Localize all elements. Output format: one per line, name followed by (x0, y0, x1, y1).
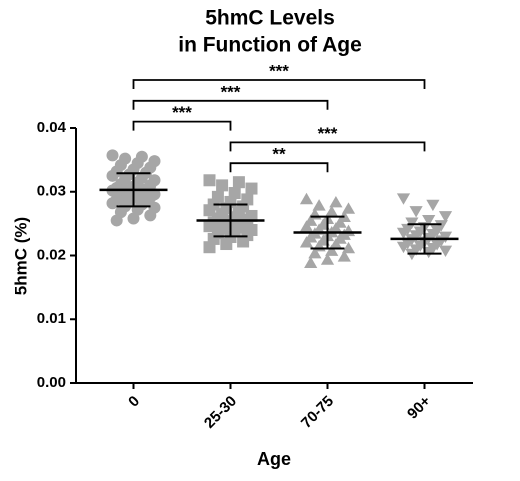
data-point (237, 235, 250, 248)
data-point (422, 215, 436, 227)
y-tick-label: 0.04 (37, 119, 67, 136)
data-point (299, 192, 314, 205)
data-point (110, 214, 123, 227)
data-point (232, 176, 245, 189)
data-point (341, 241, 356, 254)
x-tick-label: 90+ (404, 392, 434, 422)
y-axis-label: 5hmC (%) (11, 217, 30, 295)
data-point (409, 206, 423, 218)
data-point (245, 182, 258, 195)
y-tick-label: 0.00 (37, 374, 66, 391)
data-point (299, 220, 314, 232)
significance-bracket (229, 141, 426, 152)
y-tick-label: 0.01 (37, 310, 66, 327)
x-tick-label: 25-30 (201, 393, 240, 432)
data-point (127, 212, 140, 225)
data-point (299, 236, 314, 248)
significance-label: ** (272, 145, 286, 164)
data-point (203, 174, 216, 187)
data-point (325, 244, 339, 256)
data-point (405, 217, 419, 229)
data-point (396, 241, 411, 254)
data-point (337, 250, 351, 262)
significance-bracket (132, 120, 232, 131)
chart-title: 5hmC Levels (205, 7, 335, 30)
data-point (220, 238, 233, 251)
y-tick-label: 0.02 (37, 246, 66, 263)
data-point (144, 209, 157, 222)
data-point (325, 205, 339, 217)
data-point (426, 199, 440, 212)
significance-label: *** (318, 124, 338, 143)
data-point (396, 227, 411, 240)
x-tick-label: 70-75 (298, 393, 337, 432)
data-point (438, 245, 453, 257)
significance-bracket (132, 99, 329, 110)
significance-label: *** (269, 61, 289, 80)
data-point (106, 197, 119, 210)
significance-label: *** (221, 82, 241, 101)
data-point (320, 253, 335, 265)
data-point (341, 202, 356, 214)
data-point (304, 256, 318, 268)
chart-title: in Function of Age (178, 34, 362, 57)
data-point (203, 241, 216, 254)
data-point (216, 179, 229, 192)
significance-bracket (132, 79, 426, 89)
data-point (396, 193, 411, 205)
data-point (438, 211, 453, 223)
data-point (106, 169, 119, 182)
data-point (312, 199, 326, 211)
x-tick-label: 0 (125, 393, 143, 411)
x-axis-label: Age (257, 449, 291, 469)
data-point (106, 149, 119, 162)
significance-label: *** (172, 103, 192, 122)
significance-bracket (229, 162, 329, 173)
data-point (329, 195, 343, 208)
data-point (308, 246, 322, 259)
y-tick-label: 0.03 (37, 183, 66, 200)
